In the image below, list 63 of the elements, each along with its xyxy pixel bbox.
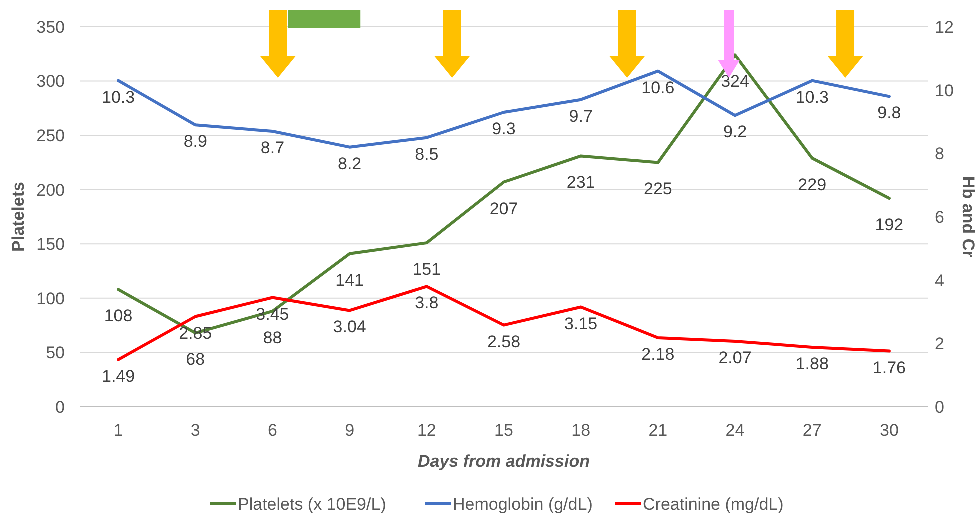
x-tick-label: 24	[726, 421, 745, 440]
x-tick-label: 27	[802, 421, 822, 440]
data-label: 207	[490, 199, 518, 218]
data-label: 2.18	[642, 344, 675, 364]
data-label: 2.58	[487, 332, 521, 352]
data-label: 88	[263, 328, 282, 348]
x-tick-label: 21	[648, 421, 668, 440]
x-tick-label: 3	[190, 421, 200, 440]
data-label: 324	[721, 72, 750, 92]
data-label: 3.15	[564, 314, 598, 334]
y2-tick-label: 12	[935, 18, 954, 37]
y-axis-title: Platelets	[9, 182, 28, 252]
data-label: 10.3	[796, 88, 829, 107]
y-tick-label: 350	[36, 18, 65, 37]
x-tick-label: 15	[494, 421, 514, 440]
y-tick-label: 0	[56, 398, 65, 417]
data-label: 8.5	[415, 144, 439, 164]
y2-axis-title: Hb and Cr	[959, 176, 978, 258]
y2-tick-label: 10	[935, 81, 954, 100]
y-tick-label: 200	[36, 180, 65, 200]
y-tick-label: 300	[36, 72, 65, 92]
y-tick-label: 100	[36, 289, 65, 308]
data-label: 231	[566, 173, 596, 192]
data-label: 225	[644, 180, 672, 199]
data-label: 1.49	[102, 366, 136, 386]
data-label: 8.7	[260, 138, 285, 158]
y-tick-label: 250	[36, 126, 65, 146]
y2-tick-label: 6	[935, 208, 944, 227]
data-label: 141	[336, 270, 364, 290]
data-label: 1.88	[796, 354, 829, 374]
y2-tick-label: 0	[935, 398, 944, 417]
x-tick-label: 1	[114, 421, 124, 440]
data-label: 108	[104, 306, 133, 326]
data-label: 10.3	[102, 88, 136, 107]
data-label: 229	[798, 175, 827, 194]
data-label: 9.7	[569, 106, 593, 126]
data-label: 3.04	[333, 318, 366, 337]
data-label: 10.6	[642, 78, 675, 98]
legend-label: Platelets (x 10E9/L)	[238, 494, 386, 514]
legend-label: Creatinine (mg/dL)	[643, 494, 784, 514]
data-label: 8.9	[184, 132, 208, 152]
x-tick-label: 30	[880, 421, 899, 440]
data-label: 2.07	[718, 348, 752, 368]
y2-tick-label: 4	[935, 271, 944, 290]
y2-tick-label: 2	[935, 334, 944, 354]
x-tick-label: 9	[345, 421, 355, 440]
x-axis-title: Days from admission	[418, 452, 590, 471]
data-label: 9.8	[878, 104, 902, 123]
y-tick-label: 150	[36, 235, 65, 254]
legend-label: Hemoglobin (g/dL)	[453, 494, 593, 514]
y2-tick-label: 8	[935, 144, 944, 164]
data-label: 9.2	[723, 122, 748, 142]
x-tick-label: 6	[268, 421, 278, 440]
data-label: 9.3	[492, 120, 516, 138]
x-tick-label: 12	[417, 421, 436, 440]
y-tick-label: 50	[46, 344, 65, 363]
data-label: 192	[875, 216, 904, 235]
data-label: 1.76	[872, 358, 906, 378]
data-label: 3.8	[415, 294, 439, 313]
data-label: 151	[412, 260, 442, 280]
x-tick-label: 18	[572, 421, 591, 440]
data-label: 68	[186, 350, 206, 370]
data-label: 8.2	[338, 154, 362, 174]
